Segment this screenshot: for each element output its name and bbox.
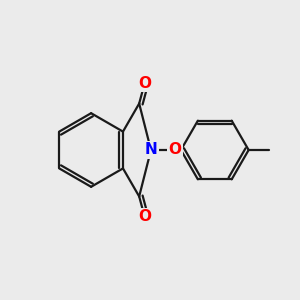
Text: N: N	[145, 142, 157, 158]
Text: O: O	[169, 142, 182, 158]
Text: O: O	[138, 209, 151, 224]
Text: O: O	[138, 76, 151, 91]
